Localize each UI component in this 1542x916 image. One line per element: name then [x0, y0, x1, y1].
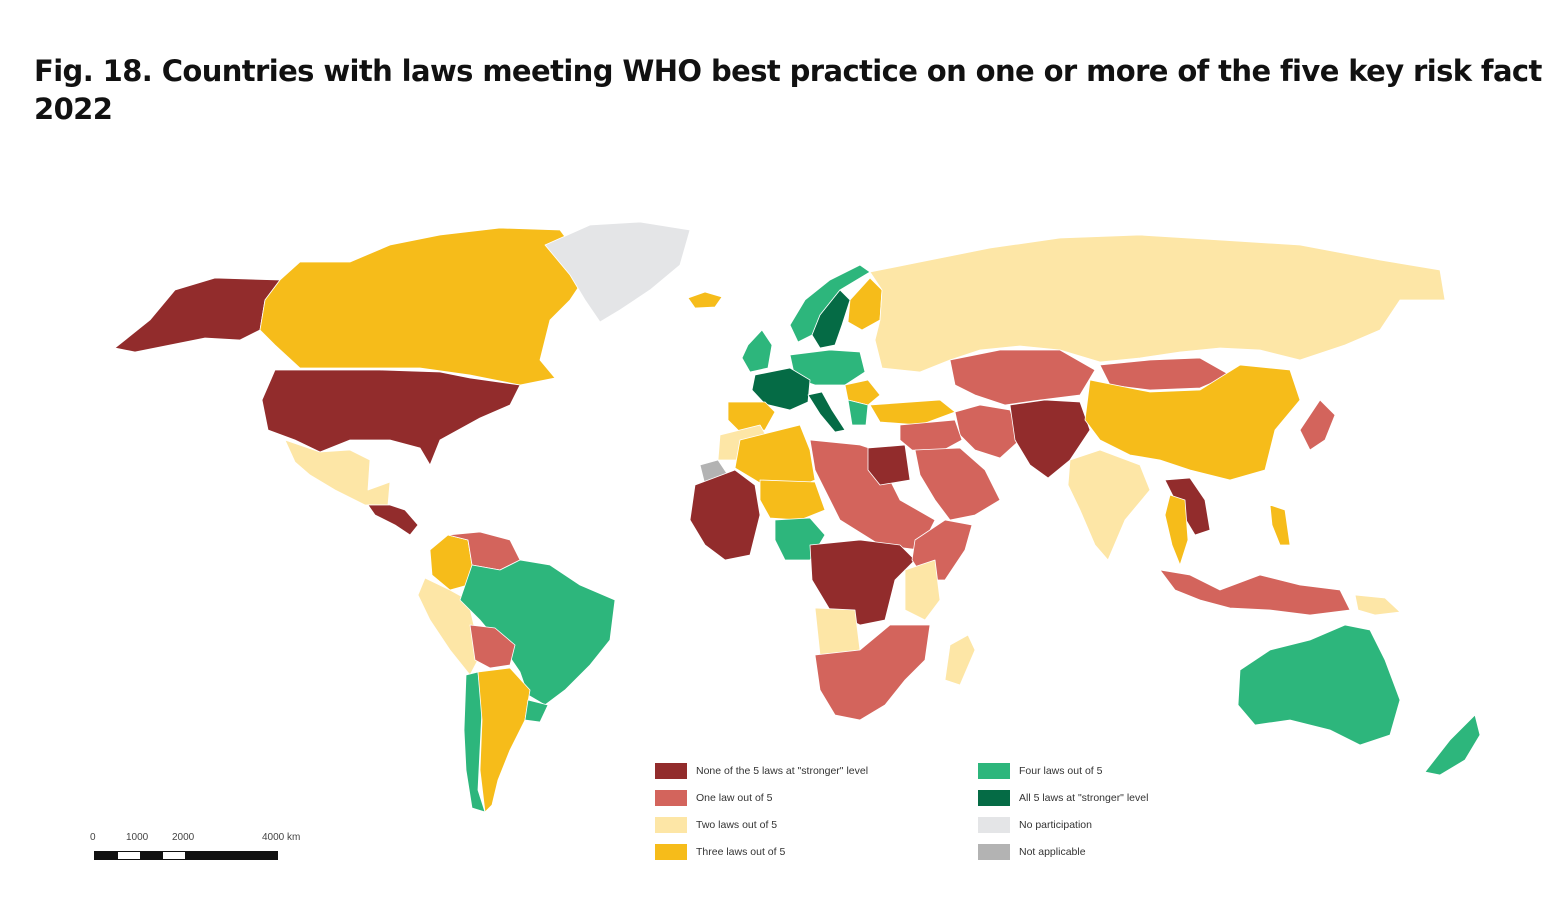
region-india — [1067, 449, 1151, 561]
region-finland — [847, 277, 883, 331]
legend-item-one: One law out of 5 — [655, 790, 772, 806]
title-line-2: 2022 — [34, 92, 113, 126]
scale-tick: 0 — [90, 832, 96, 843]
scale-tick: 1000 — [126, 832, 149, 843]
region-united-states — [261, 369, 521, 466]
region-middle-east — [899, 419, 963, 453]
region-norway — [789, 264, 871, 343]
legend-label: None of the 5 laws at "stronger" level — [696, 765, 869, 777]
region-greece — [847, 399, 869, 426]
legend-label: No participation — [1019, 819, 1092, 831]
region-bolivia — [469, 624, 516, 669]
region-madagascar — [944, 634, 976, 686]
legend-label: Not applicable — [1019, 846, 1086, 858]
region-china — [1084, 364, 1301, 481]
region-iceland — [687, 291, 723, 309]
legend-swatch — [978, 817, 1010, 833]
region-niger — [759, 479, 826, 521]
region-papua-new-guinea — [1354, 594, 1401, 616]
scale-segment — [118, 852, 140, 859]
region-central-africa — [809, 539, 916, 626]
region-central-america — [367, 504, 419, 536]
region-thailand — [1164, 494, 1189, 566]
legend-swatch — [655, 817, 687, 833]
scale-segment — [163, 852, 185, 859]
legend-item-no-participation: No participation — [978, 817, 1092, 833]
region-australia — [1237, 624, 1401, 746]
region-italy — [807, 391, 846, 433]
region-turkey — [869, 399, 956, 426]
legend-item-none: None of the 5 laws at "stronger" level — [655, 763, 868, 779]
region-united-kingdom — [741, 329, 773, 373]
scale-segment — [185, 852, 277, 859]
legend-label: Three laws out of 5 — [696, 846, 786, 858]
title-line-1: Fig. 18. Countries with laws meeting WHO… — [34, 54, 1542, 88]
region-tanzania — [904, 559, 941, 621]
map-legend: None of the 5 laws at "stronger" level O… — [655, 760, 1215, 870]
region-sweden — [811, 289, 851, 349]
legend-swatch — [655, 763, 687, 779]
legend-label: Two laws out of 5 — [696, 819, 778, 831]
region-greenland — [544, 221, 691, 323]
region-argentina — [477, 667, 531, 813]
region-new-zealand — [1424, 714, 1481, 776]
legend-label: All 5 laws at "stronger" level — [1019, 792, 1149, 804]
legend-swatch — [655, 844, 687, 860]
region-russia — [869, 234, 1446, 373]
scale-bar-graphic — [94, 851, 278, 860]
figure-title: Fig. 18. Countries with laws meeting WHO… — [34, 52, 1542, 128]
region-iran — [954, 404, 1021, 459]
region-canada — [259, 227, 591, 386]
scale-tick: 4000 km — [262, 832, 301, 843]
legend-label: One law out of 5 — [696, 792, 773, 804]
legend-swatch — [978, 763, 1010, 779]
scale-segment — [140, 852, 163, 859]
legend-item-two: Two laws out of 5 — [655, 817, 777, 833]
region-west-africa — [689, 469, 761, 561]
legend-swatch — [978, 790, 1010, 806]
region-mexico — [284, 439, 391, 506]
region-france — [751, 367, 811, 411]
region-uruguay — [524, 699, 549, 723]
scale-tick-labels: 0 1000 2000 4000 km — [90, 832, 330, 844]
scale-segment — [95, 852, 118, 859]
scale-bar: 0 1000 2000 4000 km — [90, 832, 330, 862]
legend-swatch — [655, 790, 687, 806]
legend-item-four: Four laws out of 5 — [978, 763, 1102, 779]
legend-item-three: Three laws out of 5 — [655, 844, 785, 860]
region-angola — [814, 607, 861, 656]
region-philippines — [1269, 504, 1291, 546]
legend-swatch — [978, 844, 1010, 860]
region-egypt — [867, 444, 911, 486]
region-indonesia — [1159, 569, 1351, 616]
region-southern-africa — [814, 624, 931, 721]
legend-label: Four laws out of 5 — [1019, 765, 1103, 777]
legend-item-all: All 5 laws at "stronger" level — [978, 790, 1148, 806]
region-arabian-peninsula — [914, 447, 1001, 521]
region-colombia — [429, 534, 473, 591]
region-central-asia — [949, 349, 1096, 406]
legend-item-not-applicable: Not applicable — [978, 844, 1086, 860]
scale-tick: 2000 — [172, 832, 195, 843]
region-balkans — [844, 379, 881, 406]
region-alaska — [114, 277, 281, 353]
region-japan — [1299, 399, 1336, 451]
region-iberia — [727, 401, 776, 433]
